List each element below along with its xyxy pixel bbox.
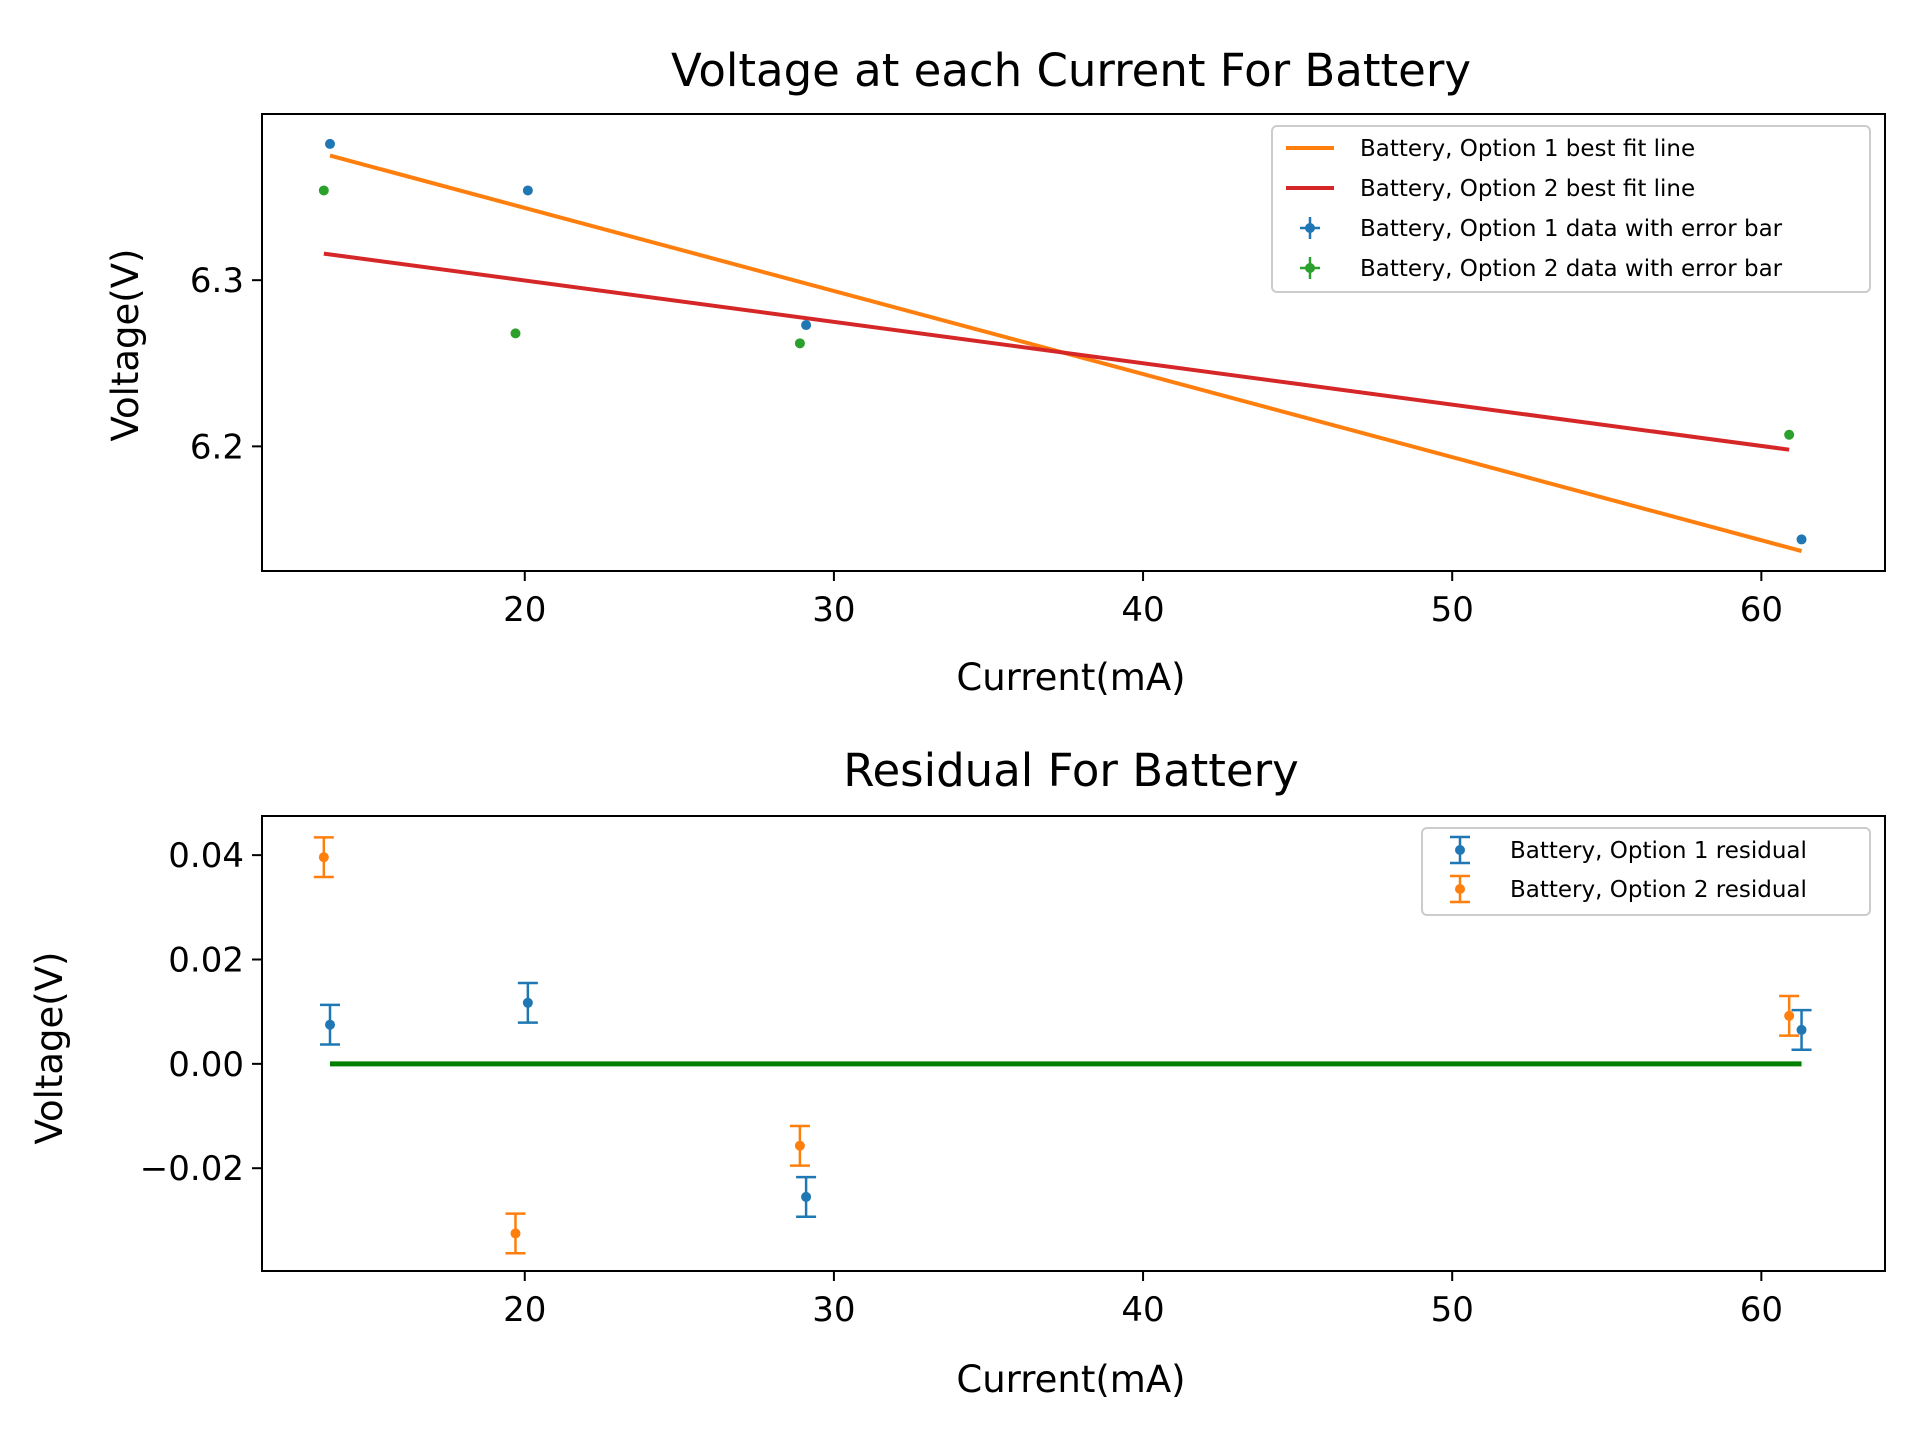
data-point bbox=[1796, 534, 1807, 545]
data-point bbox=[325, 138, 336, 149]
legend: Battery, Option 1 best fit line Battery, … bbox=[1271, 125, 1871, 293]
x-tick-label: 50 bbox=[1431, 1290, 1474, 1330]
y-axis-label: Voltage(V) bbox=[104, 249, 147, 442]
y-tick-label: 6.3 bbox=[190, 261, 244, 301]
x-tick-label: 50 bbox=[1431, 590, 1474, 630]
data-point bbox=[1784, 429, 1795, 440]
data-point bbox=[794, 1140, 805, 1151]
x-tick-label: 60 bbox=[1740, 1290, 1783, 1330]
plot-area: 20 30 40 50 60 −0.02 0.00 0.02 0.04 bbox=[140, 815, 1886, 1330]
data-point bbox=[522, 997, 533, 1008]
data-point bbox=[1796, 1024, 1807, 1035]
legend: Battery, Option 1 residual Battery, Optio… bbox=[1421, 827, 1871, 916]
legend-entry-label: Battery, Option 1 residual bbox=[1510, 838, 1807, 864]
x-tick-label: 40 bbox=[1121, 1290, 1164, 1330]
y-tick-label: 0.04 bbox=[168, 836, 244, 876]
legend-box bbox=[1271, 125, 1871, 293]
legend-marker-swatch bbox=[1305, 263, 1315, 273]
legend-marker-swatch bbox=[1455, 845, 1465, 855]
data-point bbox=[801, 1191, 812, 1202]
legend-entry-label: Battery, Option 1 data with error bar bbox=[1360, 216, 1783, 242]
data-point bbox=[325, 1019, 336, 1030]
y-tick-label: 6.2 bbox=[190, 427, 244, 467]
legend-marker-swatch bbox=[1455, 884, 1465, 894]
y-axis-label: Voltage(V) bbox=[28, 952, 71, 1145]
chart-title: Voltage at each Current For Battery bbox=[671, 44, 1471, 97]
legend-entry-label: Battery, Option 2 residual bbox=[1510, 877, 1807, 903]
data-point bbox=[318, 185, 329, 196]
data-point bbox=[510, 328, 521, 339]
legend-marker-swatch bbox=[1305, 223, 1315, 233]
x-tick-label: 40 bbox=[1121, 590, 1164, 630]
legend-entry-label: Battery, Option 1 best fit line bbox=[1360, 136, 1695, 162]
y-tick-label: −0.02 bbox=[140, 1149, 244, 1189]
data-point bbox=[510, 1228, 521, 1239]
x-axis-label: Current(mA) bbox=[956, 656, 1185, 699]
x-tick-label: 20 bbox=[503, 590, 546, 630]
axes-frame bbox=[261, 815, 1886, 1272]
chart-residual: Residual For Battery 20 30 40 50 60 −0.02 0.00… bbox=[28, 744, 1886, 1401]
chart-title: Residual For Battery bbox=[843, 744, 1299, 797]
legend-entry-label: Battery, Option 2 best fit line bbox=[1360, 176, 1695, 202]
data-point bbox=[1784, 1010, 1795, 1021]
y-tick-label: 0.02 bbox=[168, 940, 244, 980]
data-point bbox=[522, 185, 533, 196]
x-axis-label: Current(mA) bbox=[956, 1358, 1185, 1401]
legend-box bbox=[1421, 827, 1871, 916]
data-point bbox=[794, 338, 805, 349]
x-tick-label: 20 bbox=[503, 1290, 546, 1330]
data-point bbox=[801, 320, 812, 331]
plot-area: 20 30 40 50 60 6.2 6.3 bbox=[190, 113, 1886, 630]
series-line bbox=[323, 251, 1790, 452]
data-point bbox=[318, 852, 329, 863]
x-tick-label: 60 bbox=[1740, 590, 1783, 630]
legend-entry-label: Battery, Option 2 data with error bar bbox=[1360, 256, 1783, 282]
y-tick-label: 0.00 bbox=[168, 1045, 244, 1085]
chart-voltage: Voltage at each Current For Battery 20 30… bbox=[104, 44, 1886, 699]
x-tick-label: 30 bbox=[812, 1290, 855, 1330]
x-tick-label: 30 bbox=[812, 590, 855, 630]
axes-frame bbox=[261, 113, 1886, 572]
